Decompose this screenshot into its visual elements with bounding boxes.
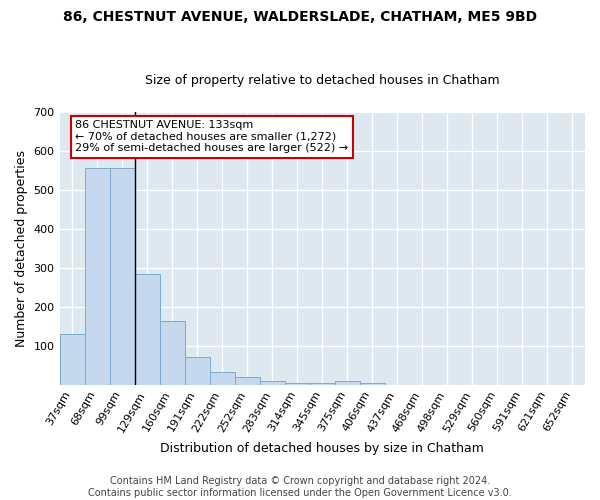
Bar [59,334,85,384]
X-axis label: Distribution of detached houses by size in Chatham: Distribution of detached houses by size … [160,442,484,455]
Bar [160,321,185,384]
Bar [110,168,134,384]
Text: 86, CHESTNUT AVENUE, WALDERSLADE, CHATHAM, ME5 9BD: 86, CHESTNUT AVENUE, WALDERSLADE, CHATHA… [63,10,537,24]
Bar [335,381,360,384]
Y-axis label: Number of detached properties: Number of detached properties [15,150,28,347]
Bar [310,383,335,384]
Bar [285,383,310,384]
Bar [235,377,260,384]
Bar [209,372,235,384]
Bar [134,274,160,384]
Title: Size of property relative to detached houses in Chatham: Size of property relative to detached ho… [145,74,500,87]
Bar [260,381,285,384]
Text: 86 CHESTNUT AVENUE: 133sqm
← 70% of detached houses are smaller (1,272)
29% of s: 86 CHESTNUT AVENUE: 133sqm ← 70% of deta… [76,120,349,153]
Bar [360,383,385,384]
Text: Contains HM Land Registry data © Crown copyright and database right 2024.
Contai: Contains HM Land Registry data © Crown c… [88,476,512,498]
Bar [185,358,209,384]
Bar [85,168,110,384]
